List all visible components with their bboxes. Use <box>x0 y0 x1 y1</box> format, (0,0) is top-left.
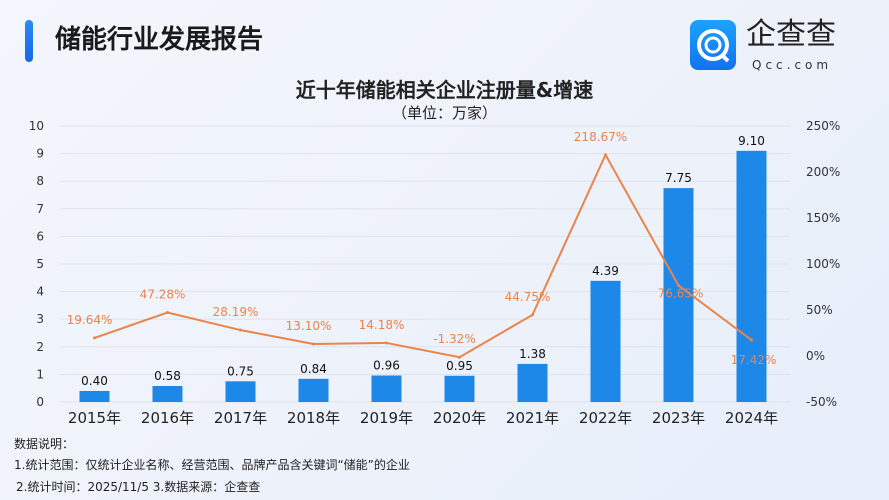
growth-label: 218.67% <box>574 130 627 144</box>
growth-label: 13.10% <box>286 319 332 333</box>
left-axis-tick: 5 <box>36 257 44 271</box>
logo-mark-icon <box>697 29 730 63</box>
bar-label: 7.75 <box>665 171 692 185</box>
left-axis-tick: 10 <box>29 119 44 133</box>
chart-subtitle: （单位：万家） <box>391 104 497 122</box>
growth-label: 19.64% <box>67 313 113 327</box>
x-axis-tick: 2015年 <box>68 409 121 427</box>
right-axis-tick: 200% <box>806 165 840 179</box>
x-axis-tick: 2019年 <box>360 409 413 427</box>
bar-label: 0.84 <box>300 362 327 376</box>
bar <box>590 280 621 402</box>
bar <box>663 188 694 402</box>
x-axis-tick: 2016年 <box>141 409 194 427</box>
x-axis-tick: 2021年 <box>506 409 559 427</box>
bar-label: 0.58 <box>154 369 181 383</box>
growth-point <box>166 311 169 315</box>
right-axis-tick: 250% <box>806 119 840 133</box>
notes-heading: 数据说明： <box>14 437 75 451</box>
bar-label: 1.38 <box>519 347 546 361</box>
growth-point <box>93 336 96 340</box>
left-axis-tick: 9 <box>36 147 44 161</box>
x-axis-tick: 2023年 <box>652 409 705 427</box>
bar-label: 0.75 <box>227 364 254 378</box>
bar <box>736 150 767 402</box>
x-axis-tick: 2022年 <box>579 409 632 427</box>
growth-point <box>312 342 315 346</box>
growth-point <box>677 283 680 287</box>
logo-text: 企查查 <box>746 17 836 52</box>
growth-label: 47.28% <box>140 288 186 302</box>
left-axis-tick: 8 <box>36 174 44 188</box>
growth-label: 76.65% <box>658 286 704 300</box>
growth-line <box>94 152 753 359</box>
left-axis-tick: 2 <box>36 340 44 354</box>
bar <box>444 375 475 402</box>
page-title: 储能行业发展报告 <box>55 25 264 55</box>
bar <box>79 390 110 402</box>
right-axis-tick: -50% <box>806 395 837 409</box>
growth-label: -1.32% <box>433 332 475 346</box>
bar <box>298 378 329 402</box>
left-axis-tick: 3 <box>36 312 44 326</box>
notes-line-1: 1.统计范围：仅统计企业名称、经营范围、品牌产品含关键词“储能”的企业 <box>14 458 410 472</box>
left-axis-tick: 7 <box>36 202 44 216</box>
right-axis-tick: 50% <box>806 303 833 317</box>
x-axis-tick: 2018年 <box>287 409 340 427</box>
growth-label: 28.19% <box>213 305 259 319</box>
right-axis-tick: 150% <box>806 211 840 225</box>
growth-point <box>604 153 607 157</box>
growth-point <box>385 341 388 345</box>
growth-label: 17.42% <box>731 353 777 367</box>
x-axis-tick: 2017年 <box>214 409 267 427</box>
chart-title: 近十年储能相关企业注册量&增速 <box>295 78 594 102</box>
growth-point <box>531 313 534 317</box>
x-axis-tick: 2024年 <box>725 409 778 427</box>
growth-label: 44.75% <box>505 290 551 304</box>
bar-label: 9.10 <box>738 134 765 148</box>
growth-point <box>239 328 242 332</box>
bar <box>152 385 183 402</box>
left-axis-tick: 6 <box>36 229 44 243</box>
title-accent-bar <box>25 20 33 62</box>
left-axis-tick: 0 <box>36 395 44 409</box>
qcc-logo-icon <box>690 20 736 70</box>
logo-subtext: Qcc.com <box>752 58 833 72</box>
right-axis-tick: 100% <box>806 257 840 271</box>
left-axis-tick: 1 <box>36 367 44 381</box>
notes-line-2: 2.统计时间：2025/11/5 3.数据来源：企查查 <box>16 480 261 494</box>
bar-label: 4.39 <box>592 264 619 278</box>
bar <box>517 363 548 402</box>
growth-point <box>750 338 753 342</box>
left-axis-tick: 4 <box>36 285 44 299</box>
right-axis-tick: 0% <box>806 349 825 363</box>
bar <box>225 381 256 402</box>
growth-point <box>458 355 461 359</box>
growth-label: 14.18% <box>359 318 405 332</box>
bar-label: 0.96 <box>373 359 400 373</box>
bar-label: 0.95 <box>446 359 473 373</box>
bar <box>371 375 402 402</box>
x-axis-tick: 2020年 <box>433 409 486 427</box>
bar-label: 0.40 <box>81 374 108 388</box>
